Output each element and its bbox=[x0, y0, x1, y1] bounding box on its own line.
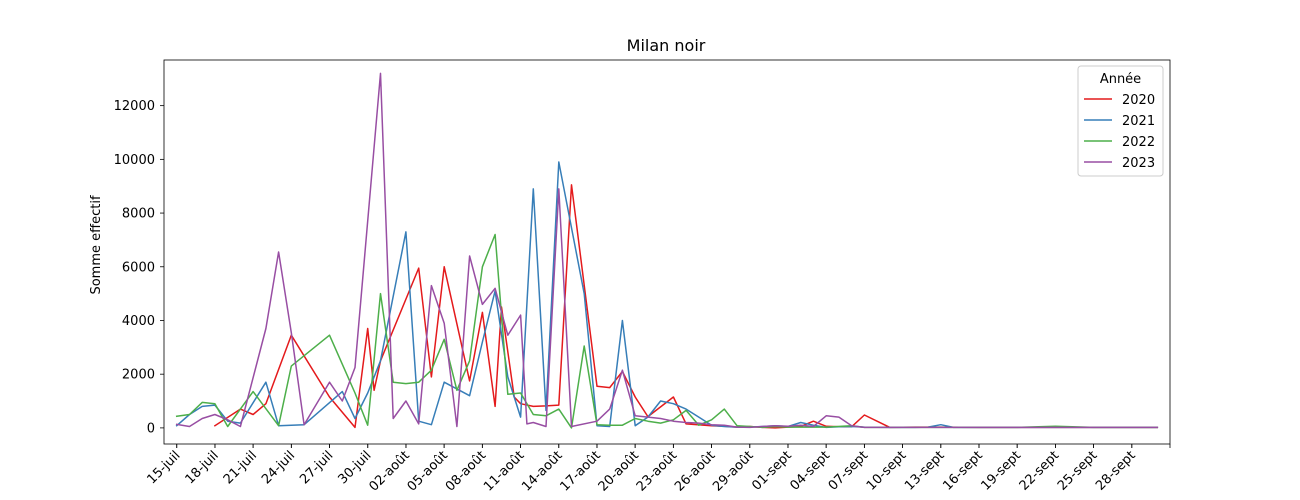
x-tick-label: 23-août bbox=[634, 448, 680, 494]
x-tick-label: 10-sept bbox=[864, 448, 910, 494]
legend-label-2022: 2022 bbox=[1122, 135, 1155, 150]
legend-label-2020: 2020 bbox=[1122, 93, 1155, 108]
series-line-2022 bbox=[175, 233, 1159, 429]
x-tick-label: 15-juil bbox=[144, 448, 183, 487]
y-tick-label: 4000 bbox=[122, 314, 155, 329]
axes-frame bbox=[163, 59, 1171, 445]
x-tick-label: 17-août bbox=[557, 448, 603, 494]
x-tick-label: 01-sept bbox=[749, 448, 795, 494]
x-tick-label: 24-juil bbox=[259, 448, 298, 487]
y-tick-label: 12000 bbox=[114, 99, 155, 114]
legend-label-2023: 2023 bbox=[1122, 156, 1155, 171]
x-tick-label: 20-août bbox=[596, 448, 642, 494]
x-tick-label: 21-juil bbox=[221, 448, 260, 487]
x-tick-label: 27-juil bbox=[297, 448, 336, 487]
x-tick-label: 05-août bbox=[405, 448, 451, 494]
x-tick-label: 26-août bbox=[672, 448, 718, 494]
y-tick-label: 0 bbox=[147, 421, 155, 436]
chart-title: Milan noir bbox=[627, 36, 706, 55]
x-tick-label: 25-sept bbox=[1055, 448, 1101, 494]
x-tick-label: 07-sept bbox=[826, 448, 872, 494]
y-tick-label: 2000 bbox=[122, 368, 155, 383]
y-axis-label: Somme effectif bbox=[89, 195, 104, 294]
x-tick-label: 14-août bbox=[519, 448, 565, 494]
x-tick-label: 29-août bbox=[710, 448, 756, 494]
x-tick-label: 04-sept bbox=[787, 448, 833, 494]
x-tick-label: 19-sept bbox=[979, 448, 1025, 494]
x-tick-label: 13-sept bbox=[902, 448, 948, 494]
legend-box bbox=[1077, 65, 1164, 177]
y-tick-label: 8000 bbox=[122, 207, 155, 222]
x-tick-label: 08-août bbox=[443, 448, 489, 494]
y-tick-label: 10000 bbox=[114, 153, 155, 168]
x-tick-label: 16-sept bbox=[940, 448, 986, 494]
plot-area: 0 2000 4000 6000 8000 10000 12000 15-juil 18-jui… bbox=[114, 59, 1171, 495]
legend: Année 2020 2021 2022 2023 bbox=[1077, 65, 1164, 177]
x-tick-label: 18-juil bbox=[183, 448, 222, 487]
x-tick-label: 28-sept bbox=[1093, 448, 1139, 494]
legend-label-2021: 2021 bbox=[1122, 114, 1155, 129]
y-tick-label: 6000 bbox=[122, 260, 155, 275]
series-line-2023 bbox=[175, 72, 1159, 429]
series-line-2020 bbox=[213, 184, 1159, 429]
x-tick-label: 22-sept bbox=[1017, 448, 1063, 494]
x-tick-label: 02-août bbox=[366, 448, 412, 494]
legend-title: Année bbox=[1100, 72, 1141, 87]
x-tick-label: 11-août bbox=[481, 448, 527, 494]
